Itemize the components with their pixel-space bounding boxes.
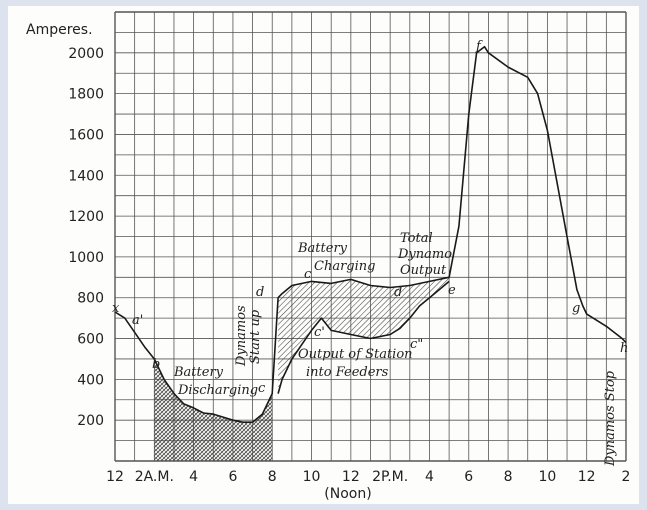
x-tick-label: 4 xyxy=(425,469,434,485)
station-output-line2: into Feeders xyxy=(306,365,389,380)
dynamos-stop-label: Dynamos Stop xyxy=(603,370,618,467)
label-e: e xyxy=(448,283,456,298)
y-tick-label: 1200 xyxy=(68,209,104,225)
y-tick-label: 1400 xyxy=(68,168,104,184)
label-x: x xyxy=(112,301,120,316)
y-tick-label: 2000 xyxy=(68,46,104,62)
label-c3: c" xyxy=(410,337,423,352)
total-output-line2: Dynamo xyxy=(397,247,452,262)
chart-figure: 200 400 600 800 1000 1200 1400 1600 1800 2000 12 2A… xyxy=(8,6,639,504)
battery-discharging-area xyxy=(154,358,273,461)
feeder-output-line xyxy=(277,280,450,394)
series-lines xyxy=(114,45,627,423)
x-tick-label: 8 xyxy=(268,469,277,485)
label-a1: a' xyxy=(132,313,143,328)
x-tick-label: 8 xyxy=(504,469,513,485)
dynamos-start-line2: Start up xyxy=(248,309,263,364)
y-tick-label: 200 xyxy=(77,413,104,429)
label-g: g xyxy=(572,301,580,316)
x-tick-label: 10 xyxy=(303,469,321,485)
label-c: c xyxy=(258,381,266,396)
tick-labels: 200 400 600 800 1000 1200 1400 1600 1800 2000 12 2A… xyxy=(68,46,630,485)
x-tick-label: 10 xyxy=(538,469,556,485)
label-c1: c' xyxy=(314,325,325,340)
label-f: f xyxy=(475,39,483,54)
y-tick-label: 800 xyxy=(77,291,104,307)
dynamos-start-line1: Dynamos xyxy=(234,305,249,367)
label-c2: c xyxy=(304,267,312,282)
x-tick-label: 2 xyxy=(622,469,631,485)
label-d1: d xyxy=(394,285,402,300)
x-tick-label: 2P.M. xyxy=(372,469,408,485)
x-axis-noon-label: (Noon) xyxy=(324,486,371,502)
total-output-line1: Total xyxy=(400,231,433,246)
battery-charging-line1: Battery xyxy=(297,241,348,256)
shaded-bands xyxy=(154,277,450,461)
label-d: d xyxy=(256,285,264,300)
x-tick-label: 2A.M. xyxy=(135,469,174,485)
label-b: b xyxy=(152,357,160,372)
y-tick-label: 400 xyxy=(77,372,104,388)
battery-discharging-line1: Battery xyxy=(173,365,224,380)
battery-charging-area xyxy=(278,277,450,394)
y-axis-label: Amperes. xyxy=(26,22,93,38)
x-tick-label: 6 xyxy=(464,469,473,485)
total-current-line xyxy=(114,45,627,423)
battery-discharging-line2: Discharging xyxy=(177,383,258,398)
x-tick-label: 12 xyxy=(578,469,596,485)
x-tick-label: 4 xyxy=(189,469,198,485)
y-tick-label: 1600 xyxy=(68,127,104,143)
y-tick-label: 1000 xyxy=(68,250,104,266)
battery-charging-line2: Charging xyxy=(314,259,375,274)
grid xyxy=(114,11,627,462)
x-tick-label: 12 xyxy=(342,469,360,485)
station-output-line1: Output of Station xyxy=(298,347,413,362)
x-tick-label: 12 xyxy=(106,469,124,485)
y-tick-label: 1800 xyxy=(68,87,104,103)
label-h: h xyxy=(620,341,628,356)
y-tick-label: 600 xyxy=(77,332,104,348)
total-output-line3: Output xyxy=(400,263,447,278)
x-tick-label: 6 xyxy=(228,469,237,485)
